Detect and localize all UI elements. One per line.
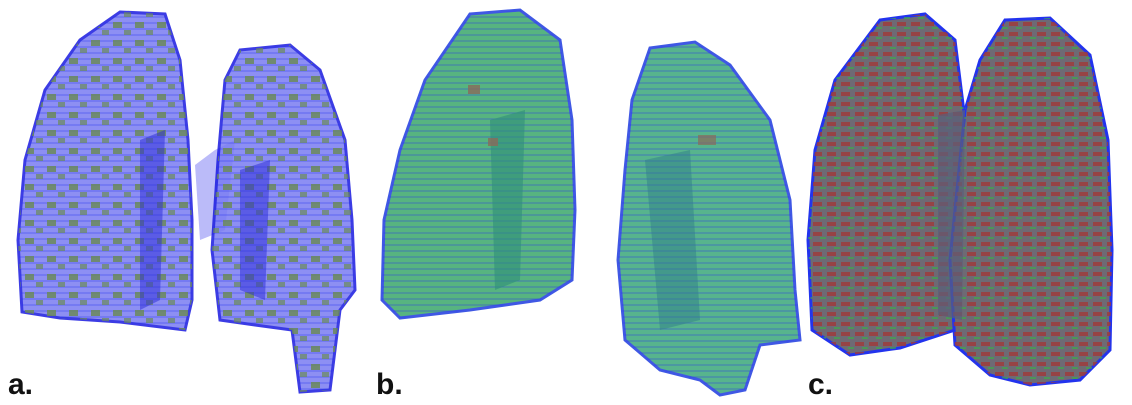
panel-c-image [808, 14, 1112, 385]
panel-a-image [18, 12, 355, 392]
panel-label: c. [808, 368, 833, 401]
figure: a. b. c. [0, 0, 1132, 405]
panel-label: a. [8, 368, 33, 401]
panel-label: b. [376, 368, 403, 401]
panel-b-image [382, 10, 800, 395]
